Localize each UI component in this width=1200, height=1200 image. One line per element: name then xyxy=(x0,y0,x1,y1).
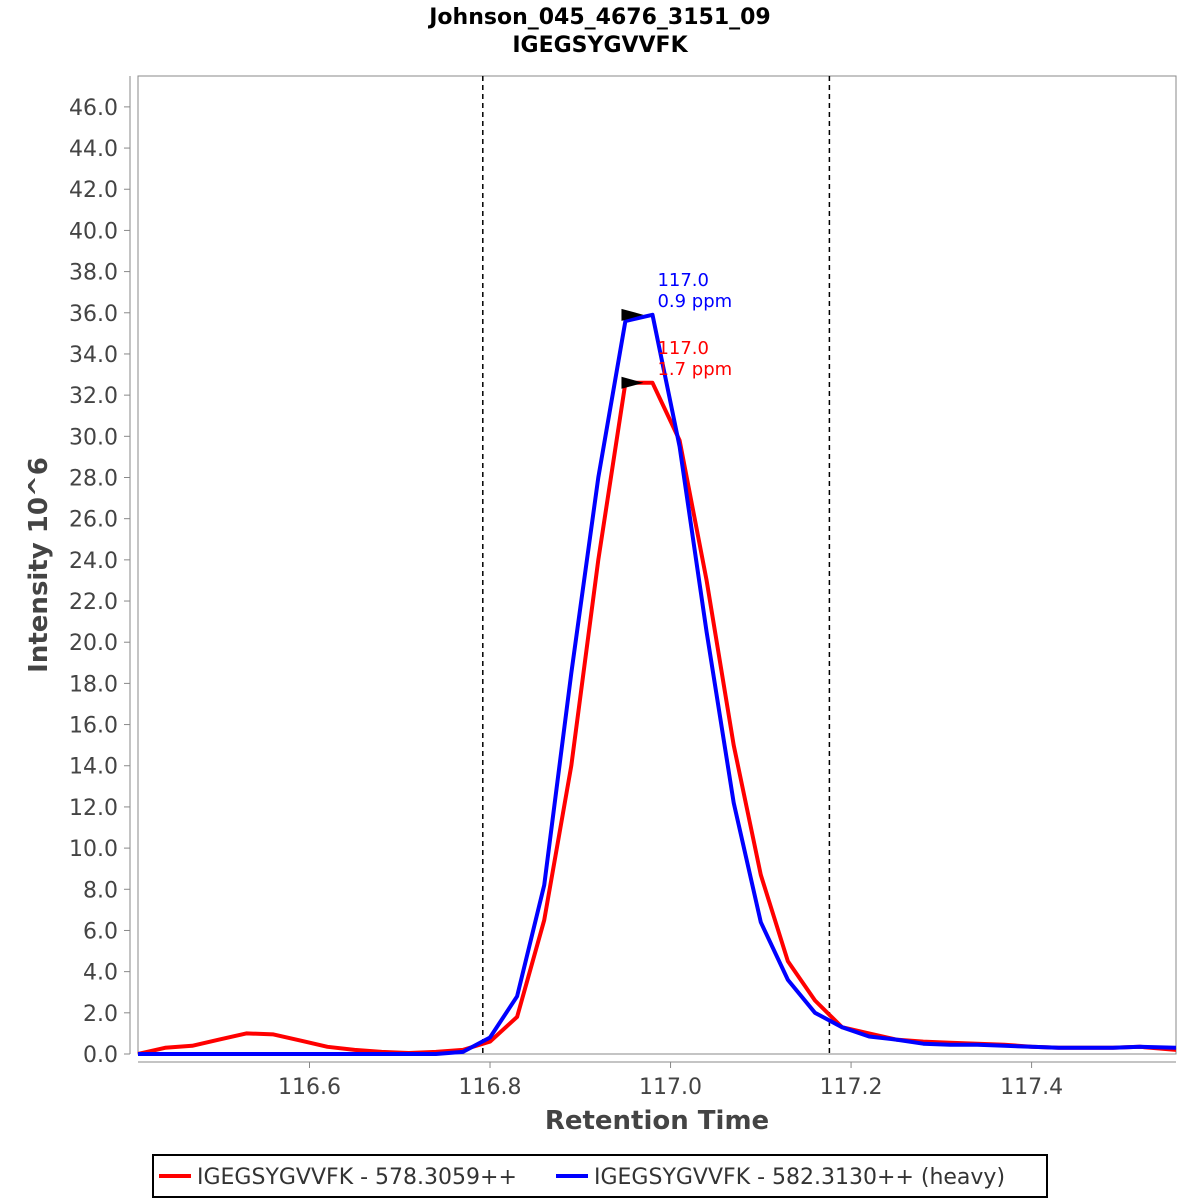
x-tick-label: 116.6 xyxy=(278,1075,341,1100)
y-tick-label: 42.0 xyxy=(69,178,118,203)
y-tick-label: 26.0 xyxy=(69,508,118,533)
y-tick-label: 28.0 xyxy=(69,466,118,491)
peak-ppm-label: 0.9 ppm xyxy=(657,291,732,312)
y-tick-label: 10.0 xyxy=(69,837,118,862)
integration-boundaries xyxy=(482,76,831,1054)
plot-area xyxy=(137,75,1177,1055)
y-tick-label: 18.0 xyxy=(69,672,118,697)
x-tick-label: 117.2 xyxy=(820,1075,883,1100)
chart-subtitle: IGEGSYGVVFK xyxy=(512,33,688,58)
y-tick-label: 12.0 xyxy=(69,796,118,821)
peak-ppm-label: 1.7 ppm xyxy=(657,359,732,380)
y-tick-label: 24.0 xyxy=(69,549,118,574)
y-tick-label: 2.0 xyxy=(83,1002,118,1027)
y-tick-label: 16.0 xyxy=(69,714,118,739)
y-axis-label: Intensity 10^6 xyxy=(24,457,54,673)
peak-rt-label: 117.0 xyxy=(657,338,709,359)
y-tick-label: 6.0 xyxy=(83,919,118,944)
y-tick-label: 44.0 xyxy=(69,137,118,162)
x-tick-label: 116.8 xyxy=(459,1075,522,1100)
legend-box xyxy=(152,1154,1048,1198)
legend: IGEGSYGVVFK - 578.3059++ IGEGSYGVVFK - 58… xyxy=(152,1154,1048,1198)
y-tick-label: 4.0 xyxy=(83,961,118,986)
chart-title: Johnson_045_4676_3151_09 xyxy=(427,5,771,30)
y-tick-label: 46.0 xyxy=(69,96,118,121)
x-axis-label: Retention Time xyxy=(545,1106,769,1136)
x-tick-label: 117.0 xyxy=(639,1075,702,1100)
series-line-1 xyxy=(138,312,1177,1056)
y-tick-label: 8.0 xyxy=(83,878,118,903)
x-tick-label: 117.4 xyxy=(1000,1075,1063,1100)
y-tick-label: 38.0 xyxy=(69,261,118,286)
y-tick-label: 32.0 xyxy=(69,384,118,409)
y-tick-label: 40.0 xyxy=(69,219,118,244)
y-tick-label: 14.0 xyxy=(69,755,118,780)
y-axis: 0.0 2.0 4.0 6.0 8.0 10.0 12.0 14.0 16.0 18.0 20.0 2… xyxy=(69,76,131,1068)
y-tick-label: 36.0 xyxy=(69,302,118,327)
x-axis: 116.6 116.8 117.0 117.2 117.4 xyxy=(138,1061,1176,1100)
peak-rt-label: 117.0 xyxy=(657,270,709,291)
series-layer xyxy=(137,312,1177,1056)
y-tick-label: 22.0 xyxy=(69,590,118,615)
legend-label: IGEGSYGVVFK - 582.3130++ (heavy) xyxy=(594,1165,1005,1190)
peak-marker xyxy=(621,376,644,389)
y-tick-label: 30.0 xyxy=(69,425,118,450)
y-tick-label: 0.0 xyxy=(83,1043,118,1068)
legend-label: IGEGSYGVVFK - 578.3059++ xyxy=(197,1165,517,1190)
peak-marker xyxy=(621,308,644,321)
y-tick-label: 34.0 xyxy=(69,343,118,368)
y-tick-label: 20.0 xyxy=(69,631,118,656)
